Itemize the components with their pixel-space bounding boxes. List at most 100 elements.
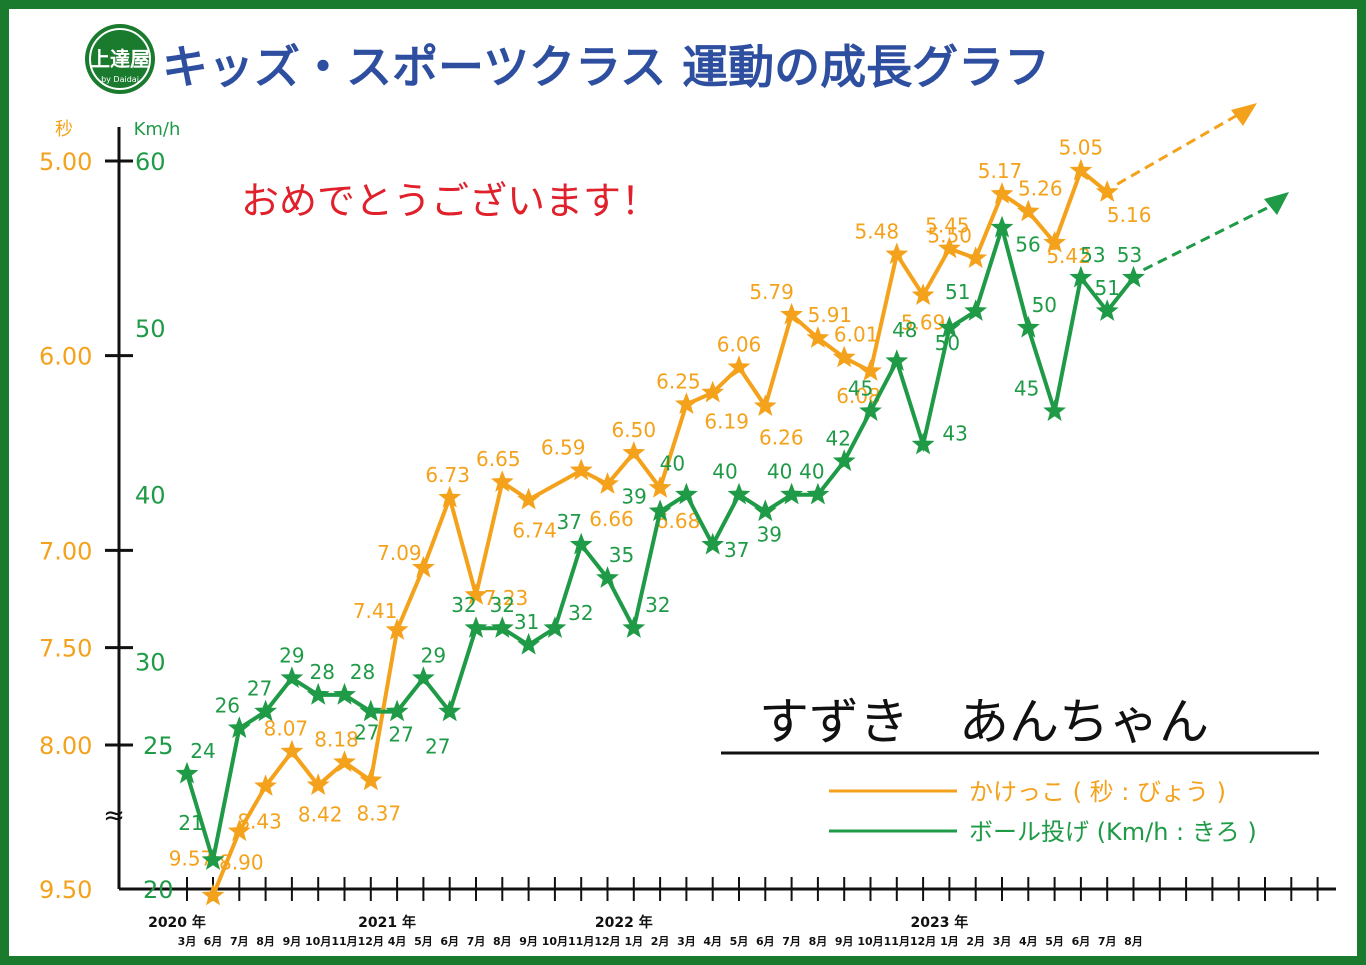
- x-labels: 3月 6月 7月 8月 9月 10月 11月 12月 4月 5月 6月 7月 8月 9月 10月 11月 12月…: [178, 935, 1143, 948]
- x-tick-label: 11月: [884, 935, 910, 948]
- title-group: 上達屋 by Daidai キッズ・スポーツクラス 運動の成長グラフ: [85, 24, 1050, 94]
- year-labels: 2020 年 2021 年 2022 年 2023 年: [148, 914, 968, 931]
- data-label: 29: [421, 643, 446, 667]
- logo-icon: 上達屋 by Daidai: [85, 24, 155, 94]
- x-tick-label: 11月: [568, 935, 594, 948]
- data-label: 6.26: [759, 425, 804, 449]
- series-line: [211, 167, 1109, 897]
- data-point-star: [385, 699, 409, 722]
- data-point-star: [806, 482, 830, 505]
- data-point-star: [964, 246, 988, 268]
- growth-chart: 上達屋 by Daidai キッズ・スポーツクラス 運動の成長グラフ おめでとう…: [39, 24, 1336, 948]
- data-point-star: [333, 750, 356, 772]
- projection-arrow-line: [1116, 111, 1242, 186]
- data-point-star: [201, 848, 225, 870]
- running-series: 9.57 8.908.438.078.428.188.377.417.096.73…: [169, 103, 1257, 906]
- data-label: 24: [190, 739, 215, 763]
- right-tick-label: 30: [135, 649, 166, 677]
- data-label: 53: [1117, 243, 1142, 267]
- x-tick-label: 8月: [256, 935, 275, 948]
- x-tick-label: 9月: [283, 935, 302, 948]
- data-label: 6.66: [589, 507, 634, 531]
- x-tick-label: 5月: [414, 935, 433, 948]
- logo-subtext: by Daidai: [101, 75, 139, 84]
- data-point-star: [306, 773, 330, 795]
- left-tick-label: 8.00: [39, 732, 92, 760]
- data-point-star: [964, 299, 988, 321]
- x-tick-label: 8月: [1124, 935, 1143, 948]
- data-label: 6.19: [704, 410, 749, 434]
- left-unit: 秒: [55, 119, 73, 140]
- data-label: 40: [660, 452, 685, 476]
- x-tick-label: 9月: [519, 935, 538, 948]
- x-tick-label: 11月: [331, 935, 357, 948]
- data-label: 5.05: [1059, 136, 1104, 160]
- year-label: 2021 年: [358, 914, 416, 931]
- data-label: 37: [724, 538, 749, 562]
- data-point-star: [1069, 265, 1093, 288]
- data-point-star: [806, 326, 830, 348]
- data-label: 27: [247, 677, 272, 701]
- x-tick-label: 12月: [358, 935, 384, 948]
- x-tick-label: 1月: [624, 935, 643, 948]
- data-point-star: [990, 182, 1014, 204]
- data-point-star: [885, 242, 909, 265]
- data-label: 5.69: [901, 310, 946, 334]
- data-point-star: [911, 432, 935, 455]
- data-label: 48: [892, 318, 917, 342]
- x-tick-label: 12月: [594, 935, 620, 948]
- data-point-star: [1069, 158, 1093, 181]
- data-label: 27: [354, 721, 379, 745]
- data-label: 28: [309, 660, 334, 684]
- congrats-message: おめでとうございます！: [241, 179, 659, 223]
- data-point-star: [254, 699, 277, 722]
- data-label: 7.41: [353, 599, 398, 623]
- data-label: 51: [945, 280, 970, 304]
- x-tick-label: 6月: [1072, 935, 1091, 948]
- data-label: 5.17: [978, 159, 1023, 183]
- data-label: 27: [388, 723, 413, 747]
- year-label: 2020 年: [148, 914, 206, 931]
- x-tick-label: 6月: [756, 935, 775, 948]
- data-label: 21: [178, 811, 203, 835]
- data-label: 29: [279, 643, 304, 667]
- data-point-star: [622, 616, 646, 638]
- data-label: 28: [350, 660, 375, 684]
- data-point-star: [701, 532, 725, 555]
- data-label: 6.01: [834, 323, 879, 347]
- right-tick-label: 20: [143, 876, 174, 904]
- data-point-star: [1122, 265, 1145, 288]
- data-point-star: [412, 555, 435, 578]
- data-label: 5.45: [925, 214, 970, 238]
- legend-running-label: かけっこ ( 秒 : びょう ): [969, 778, 1226, 806]
- data-label: 6.65: [476, 447, 521, 471]
- data-label: 42: [825, 426, 850, 450]
- data-point-star: [596, 472, 619, 494]
- data-label: 6.06: [717, 332, 762, 356]
- data-label: 5.42: [1046, 244, 1091, 268]
- data-point-star: [596, 566, 619, 588]
- data-label: 8.37: [357, 802, 402, 826]
- data-point-star: [727, 355, 751, 378]
- data-point-star: [438, 485, 462, 508]
- series-line: [185, 220, 1136, 861]
- data-point-star: [543, 616, 567, 638]
- x-tick-label: 2月: [966, 935, 985, 948]
- data-point-star: [569, 458, 593, 481]
- data-label: 56: [1015, 233, 1040, 257]
- data-point-star: [753, 499, 777, 522]
- data-point-star: [622, 441, 646, 463]
- data-point-star: [227, 716, 251, 738]
- data-point-star: [753, 394, 777, 416]
- x-tick-label: 12月: [910, 935, 936, 948]
- x-tick-label: 10月: [542, 935, 568, 948]
- data-label: 6.59: [541, 436, 586, 460]
- x-tick-label: 3月: [677, 935, 696, 948]
- x-tick-label: 9月: [835, 935, 854, 948]
- name-card: すずき あんちゃん: [721, 693, 1319, 755]
- left-tick-label: 5.00: [39, 148, 92, 176]
- data-point-star: [859, 399, 882, 421]
- data-point-star: [859, 359, 882, 381]
- data-label: 43: [942, 422, 967, 446]
